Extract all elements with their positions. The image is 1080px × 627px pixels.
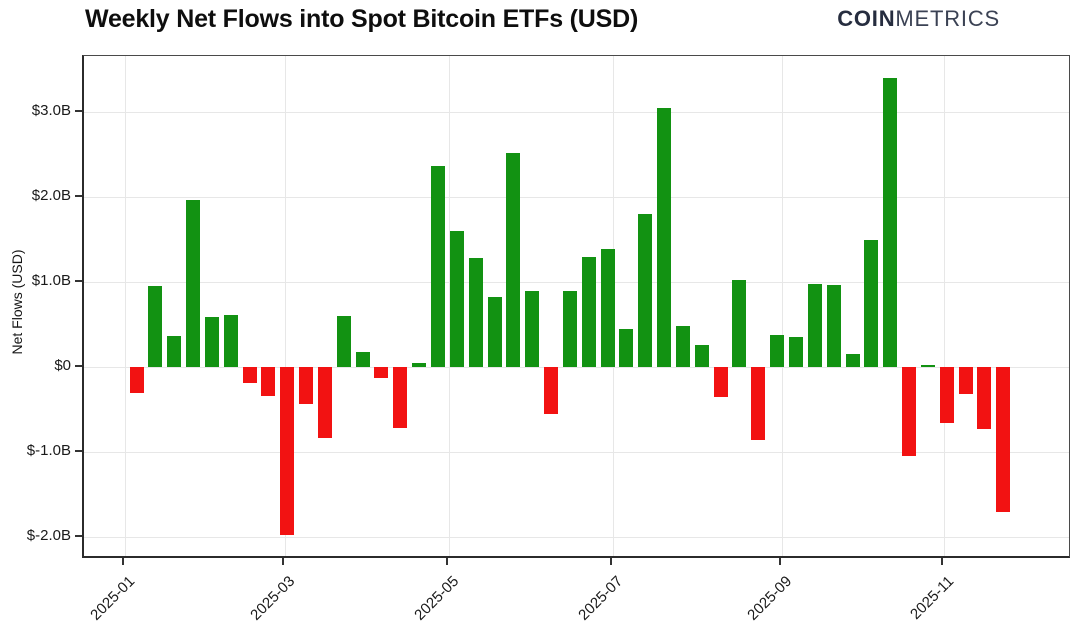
gridline-horizontal bbox=[84, 282, 1069, 283]
bar-week-2025-05-11 bbox=[468, 258, 483, 367]
y-tick-label: $2.0B bbox=[31, 187, 71, 204]
bar-week-2025-02-02 bbox=[204, 316, 219, 367]
chart-title: Weekly Net Flows into Spot Bitcoin ETFs … bbox=[85, 5, 639, 33]
bar-week-2025-02-23 bbox=[261, 367, 276, 396]
bar-week-2025-05-18 bbox=[487, 297, 502, 367]
bar-week-2025-04-13 bbox=[393, 367, 408, 429]
x-tick-mark bbox=[941, 558, 943, 565]
bar-week-2025-08-24 bbox=[751, 367, 766, 441]
bar-week-2025-01-26 bbox=[186, 200, 201, 367]
x-tick-mark bbox=[446, 558, 448, 565]
bar-week-2025-09-28 bbox=[845, 354, 860, 367]
bar-week-2025-07-06 bbox=[619, 328, 634, 367]
gridline-horizontal bbox=[84, 197, 1069, 198]
gridline-horizontal bbox=[84, 537, 1069, 538]
bar-week-2025-03-23 bbox=[336, 316, 351, 367]
gridline-vertical bbox=[944, 56, 945, 556]
bar-week-2025-10-05 bbox=[864, 239, 879, 367]
bar-week-2025-06-08 bbox=[544, 367, 559, 414]
x-tick-label: 2025-05 bbox=[411, 572, 463, 624]
gridline-vertical bbox=[782, 56, 783, 556]
y-tick-label: $0 bbox=[54, 357, 71, 374]
bar-week-2025-10-26 bbox=[920, 365, 935, 367]
x-tick-mark bbox=[779, 558, 781, 565]
bar-week-2025-10-19 bbox=[902, 367, 917, 457]
bar-week-2025-03-09 bbox=[299, 367, 314, 405]
y-tick-mark bbox=[75, 450, 82, 452]
bar-week-2025-02-16 bbox=[242, 367, 257, 384]
bar-week-2025-03-16 bbox=[317, 367, 332, 438]
bar-week-2025-03-30 bbox=[355, 351, 370, 367]
bar-week-2025-06-01 bbox=[525, 290, 540, 367]
bar-week-2025-07-13 bbox=[638, 214, 653, 367]
bar-week-2025-10-12 bbox=[883, 78, 898, 367]
x-tick-mark bbox=[610, 558, 612, 565]
bar-week-2025-06-22 bbox=[581, 257, 596, 367]
gridline-horizontal bbox=[84, 452, 1069, 453]
x-tick-label: 2025-11 bbox=[907, 572, 958, 623]
bar-week-2025-06-29 bbox=[600, 248, 615, 367]
y-tick-label: $-2.0B bbox=[26, 527, 71, 544]
y-tick-mark bbox=[75, 110, 82, 112]
bar-week-2025-04-06 bbox=[374, 367, 389, 379]
bar-week-2025-05-25 bbox=[506, 152, 521, 367]
brand-logo-metrics: METRICS bbox=[895, 6, 1000, 31]
bar-week-2025-11-16 bbox=[977, 367, 992, 430]
bar-week-2025-11-23 bbox=[996, 367, 1011, 512]
bar-week-2025-09-14 bbox=[807, 283, 822, 367]
bar-week-2025-08-03 bbox=[694, 344, 709, 367]
x-tick-label: 2025-03 bbox=[247, 572, 299, 624]
gridline-vertical bbox=[125, 56, 126, 556]
y-tick-mark bbox=[75, 535, 82, 537]
bar-week-2025-11-09 bbox=[958, 367, 973, 395]
gridline-horizontal bbox=[84, 112, 1069, 113]
bar-week-2025-01-12 bbox=[148, 286, 163, 367]
x-tick-label: 2025-09 bbox=[744, 572, 796, 624]
y-tick-label: $1.0B bbox=[31, 272, 71, 289]
bar-week-2025-05-04 bbox=[449, 231, 464, 367]
bar-week-2025-04-20 bbox=[412, 362, 427, 367]
y-tick-mark bbox=[75, 280, 82, 282]
gridline-vertical bbox=[449, 56, 450, 556]
y-axis-title: Net Flows (USD) bbox=[9, 249, 25, 355]
x-tick-mark bbox=[282, 558, 284, 565]
x-tick-mark bbox=[122, 558, 124, 565]
bar-week-2025-11-02 bbox=[939, 367, 954, 424]
bar-week-2025-01-05 bbox=[129, 367, 144, 393]
bar-week-2025-08-17 bbox=[732, 280, 747, 367]
bar-week-2025-07-20 bbox=[657, 107, 672, 367]
bar-week-2025-03-02 bbox=[280, 367, 295, 536]
plot-panel bbox=[82, 55, 1070, 558]
bar-week-2025-08-31 bbox=[770, 334, 785, 367]
y-tick-mark bbox=[75, 195, 82, 197]
bar-week-2025-06-15 bbox=[562, 290, 577, 367]
bar-week-2025-02-09 bbox=[223, 315, 238, 367]
y-tick-label: $3.0B bbox=[31, 102, 71, 119]
x-tick-label: 2025-01 bbox=[87, 572, 139, 624]
bar-week-2025-07-27 bbox=[675, 326, 690, 367]
x-tick-label: 2025-07 bbox=[575, 572, 627, 624]
gridline-horizontal bbox=[84, 367, 1069, 368]
bar-week-2025-08-10 bbox=[713, 367, 728, 397]
bar-week-2025-09-21 bbox=[826, 285, 841, 367]
brand-logo-coin: COIN bbox=[837, 6, 896, 31]
gridline-vertical bbox=[285, 56, 286, 556]
bar-week-2025-04-27 bbox=[430, 166, 445, 367]
bar-week-2025-01-19 bbox=[167, 336, 182, 367]
y-tick-label: $-1.0B bbox=[26, 442, 71, 459]
brand-logo: COINMETRICS bbox=[837, 6, 1000, 32]
y-tick-mark bbox=[75, 365, 82, 367]
bar-week-2025-09-07 bbox=[789, 337, 803, 367]
